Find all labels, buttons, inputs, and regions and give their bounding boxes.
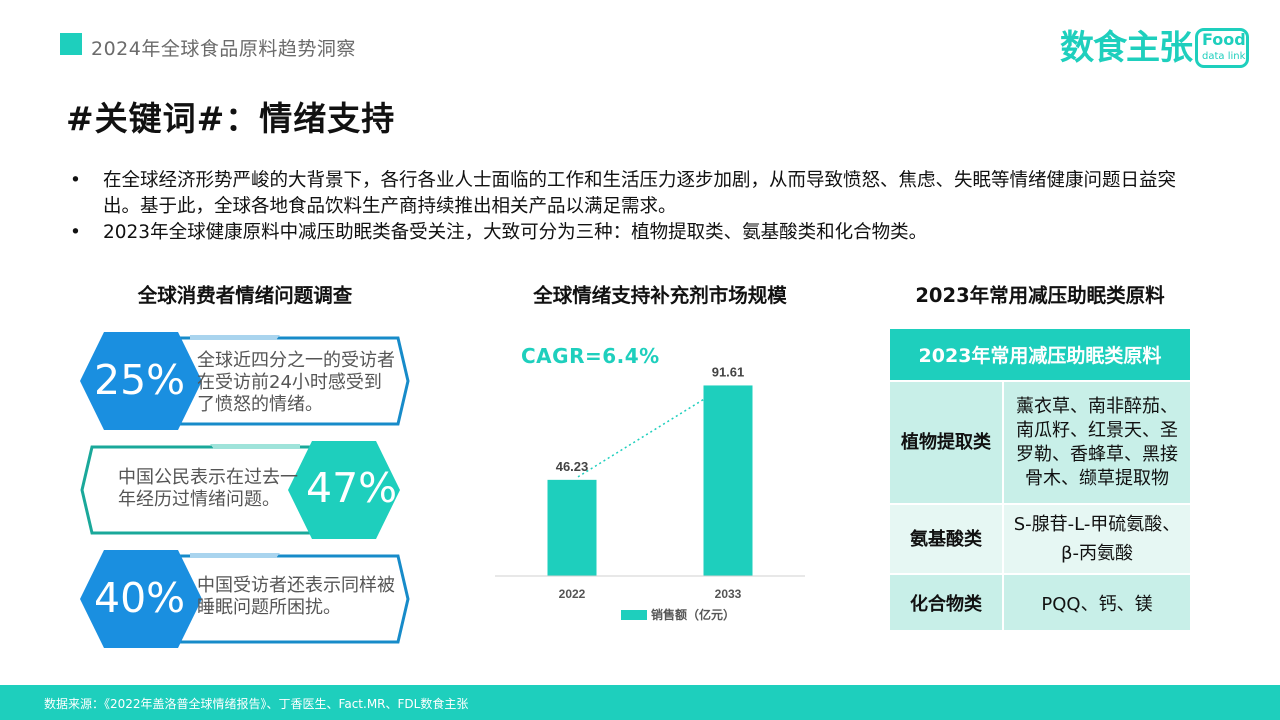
survey-card: 40% 中国受访者还表示同样被睡眠问题所困扰。 xyxy=(80,550,410,648)
logo-badge: Food data link xyxy=(1195,28,1249,68)
items-cell: 薰衣草、南非醉茄、 南瓜籽、红景天、圣 罗勒、香蜂草、黑接 骨木、缬草提取物 xyxy=(1003,380,1190,504)
survey-card: 中国公民表示在过去一年经历过情绪问题。 47% xyxy=(80,441,410,539)
data-label: 91.61 xyxy=(712,364,745,379)
legend-label: 销售额（亿元） xyxy=(651,607,735,622)
bar xyxy=(547,479,597,576)
cagr-annotation: CAGR=6.4% xyxy=(521,344,660,368)
data-source-note: 数据来源：《2022年盖洛普全球情绪报告》、丁香医生、Fact.MR、FDL数食… xyxy=(44,697,469,711)
logo-text: 数食主张 xyxy=(1060,28,1193,68)
stat-description: 中国公民表示在过去一年经历过情绪问题。 xyxy=(118,467,298,510)
legend-swatch xyxy=(621,610,647,620)
bullet-list: 在全球经济形势严峻的大背景下，各行各业人士面临的工作和生活压力逐步加剧，从而导致… xyxy=(70,168,1180,246)
item-line: PQQ、钙、镁 xyxy=(1041,593,1153,615)
data-label: 46.23 xyxy=(556,459,589,474)
stat-percent: 47% xyxy=(306,464,398,512)
survey-section-title: 全球消费者情绪问题调查 xyxy=(137,284,353,307)
x-tick-label: 2022 xyxy=(559,587,586,601)
page-title: #关键词#：情绪支持 xyxy=(66,99,396,138)
stat-description: 中国受访者还表示同样被睡眠问题所困扰。 xyxy=(197,575,395,618)
items-cell: PQQ、钙、镁 xyxy=(1003,573,1190,630)
card-frame xyxy=(80,550,410,648)
bullet-item: 在全球经济形势严峻的大背景下，各行各业人士面临的工作和生活压力逐步加剧，从而导致… xyxy=(70,168,1180,220)
stat-percent: 40% xyxy=(94,574,186,622)
x-tick-label: 2033 xyxy=(715,587,742,601)
brand-logo: 数食主张 Food data link xyxy=(1060,26,1249,70)
ingredients-section-title: 2023年常用减压助眠类原料 xyxy=(915,284,1165,307)
stat-percent: 25% xyxy=(94,356,186,404)
table-row: 氨基酸类 S-腺苷-L-甲硫氨酸、 β-丙氨酸 xyxy=(890,503,1190,574)
logo-badge-top: Food xyxy=(1202,30,1246,49)
category-cell: 植物提取类 xyxy=(890,380,1004,504)
logo-badge-bottom: data link xyxy=(1202,51,1246,62)
item-line: 薰衣草、南非醉茄、 xyxy=(1016,395,1178,417)
card-frame xyxy=(80,332,410,430)
item-line: 罗勒、香蜂草、黑接 xyxy=(1016,443,1178,465)
bullet-item: 2023年全球健康原料中减压助眠类备受关注，大致可分为三种：植物提取类、氨基酸类… xyxy=(70,220,1180,246)
category-cell: 氨基酸类 xyxy=(890,503,1004,574)
header-accent-square xyxy=(60,33,82,55)
bar xyxy=(703,385,753,576)
market-section-title: 全球情绪支持补充剂市场规模 xyxy=(533,284,787,307)
stat-description: 全球近四分之一的受访者在受访前24小时感受到了愤怒的情绪。 xyxy=(197,350,395,415)
table-header: 2023年常用减压助眠类原料 xyxy=(890,329,1190,381)
card-frame xyxy=(80,441,400,539)
market-size-chart: 46.23 2022 91.61 2033 销售额（亿元） xyxy=(495,364,805,622)
item-line: 南瓜籽、红景天、圣 xyxy=(1016,419,1178,441)
table-row: 化合物类 PQQ、钙、镁 xyxy=(890,573,1190,630)
item-line: S-腺苷-L-甲硫氨酸、 xyxy=(1013,514,1181,535)
header-title: 2024年全球食品原料趋势洞察 xyxy=(91,38,356,60)
item-line: β-丙氨酸 xyxy=(1061,543,1133,564)
item-line: 骨木、缬草提取物 xyxy=(1025,467,1169,489)
items-cell: S-腺苷-L-甲硫氨酸、 β-丙氨酸 xyxy=(1003,503,1190,574)
category-cell: 化合物类 xyxy=(890,573,1004,630)
survey-card: 25% 全球近四分之一的受访者在受访前24小时感受到了愤怒的情绪。 xyxy=(80,332,410,430)
footer-bar: 数据来源：《2022年盖洛普全球情绪报告》、丁香医生、Fact.MR、FDL数食… xyxy=(0,685,1280,720)
table-row: 植物提取类 薰衣草、南非醉茄、 南瓜籽、红景天、圣 罗勒、香蜂草、黑接 骨木、缬… xyxy=(890,380,1190,504)
trend-line xyxy=(577,398,704,478)
ingredients-table: 2023年常用减压助眠类原料 植物提取类 薰衣草、南非醉茄、 南瓜籽、红景天、圣… xyxy=(890,329,1190,630)
